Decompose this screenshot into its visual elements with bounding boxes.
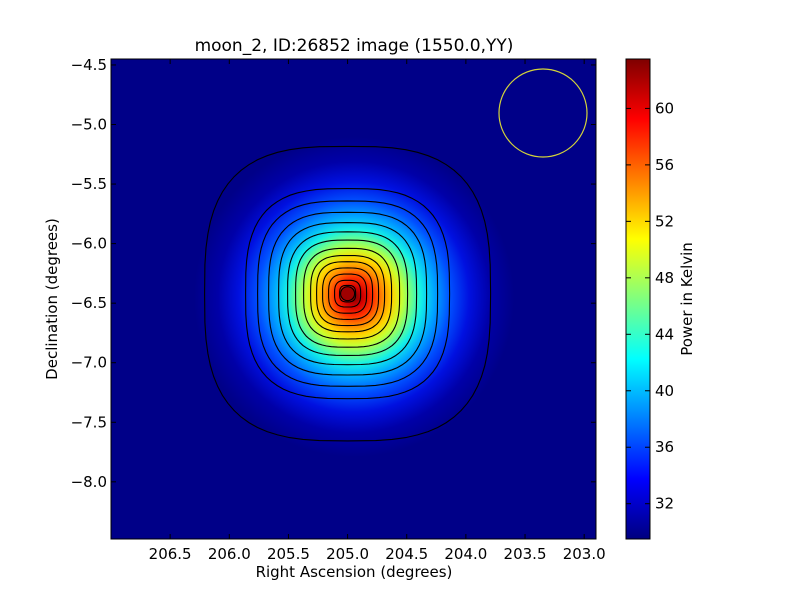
contour-line <box>295 239 401 348</box>
y-tick-label: −7.5 <box>71 413 107 431</box>
chart-title: moon_2, ID:26852 image (1550.0,YY) <box>195 36 514 56</box>
colorbar-tick-label: 52 <box>655 212 674 230</box>
contour-line <box>328 273 368 314</box>
plot-frame <box>110 58 597 540</box>
contour-line <box>322 267 374 320</box>
colorbar-tick-label: 44 <box>655 325 674 343</box>
contour-line <box>287 231 409 356</box>
contour-line <box>278 222 418 366</box>
y-tick-label: −7.0 <box>71 354 107 372</box>
colorbar-tick-label: 40 <box>655 382 674 400</box>
heatmap-source <box>111 59 596 539</box>
x-axis: 206.5 206.0 205.5 205.0 204.5 204.0 203.5 203.0 <box>149 59 606 563</box>
contour-line <box>316 261 380 327</box>
colorbar-label: Power in Kelvin <box>678 242 696 356</box>
y-tick-label: −4.5 <box>71 56 107 74</box>
contour-line <box>303 247 393 340</box>
x-tick-label: 204.5 <box>385 545 428 563</box>
contour-line <box>268 211 428 376</box>
contour-lines <box>204 145 492 442</box>
colorbar-tick-label: 60 <box>655 99 674 117</box>
y-tick-label: −5.5 <box>71 175 107 193</box>
y-axis-label: Declination (degrees) <box>43 218 61 380</box>
y-tick-label: −6.5 <box>71 294 107 312</box>
x-tick-label: 206.0 <box>208 545 251 563</box>
contour-line <box>339 284 357 303</box>
y-axis: −4.5 −5.0 −5.5 −6.0 −6.5 −7.0 −7.5 −8.0 <box>71 56 596 491</box>
x-tick-label: 205.5 <box>267 545 310 563</box>
contour-line <box>245 188 451 400</box>
x-tick-label: 204.0 <box>444 545 487 563</box>
beam-circle <box>498 68 588 158</box>
colorbar-tick-label: 32 <box>655 495 674 513</box>
contour-line <box>204 145 492 442</box>
x-tick-label: 205.0 <box>326 545 369 563</box>
contour-line <box>310 254 386 333</box>
contour-line <box>257 200 439 387</box>
peak-marker <box>340 286 356 302</box>
colorbar <box>625 58 651 540</box>
x-axis-label: Right Ascension (degrees) <box>256 563 453 581</box>
x-tick-label: 203.5 <box>504 545 547 563</box>
plot-area <box>111 59 596 539</box>
colorbar-axis: 32 36 40 44 48 52 56 60 <box>626 99 674 513</box>
colorbar-tick-label: 36 <box>655 438 674 456</box>
x-tick-label: 203.0 <box>563 545 606 563</box>
colorbar-tick-label: 48 <box>655 269 674 287</box>
colorbar-tick-label: 56 <box>655 156 674 174</box>
y-tick-label: −8.0 <box>71 473 107 491</box>
y-tick-label: −6.0 <box>71 235 107 253</box>
y-tick-label: −5.0 <box>71 116 107 134</box>
contour-line <box>334 279 362 308</box>
x-tick-label: 206.5 <box>149 545 192 563</box>
